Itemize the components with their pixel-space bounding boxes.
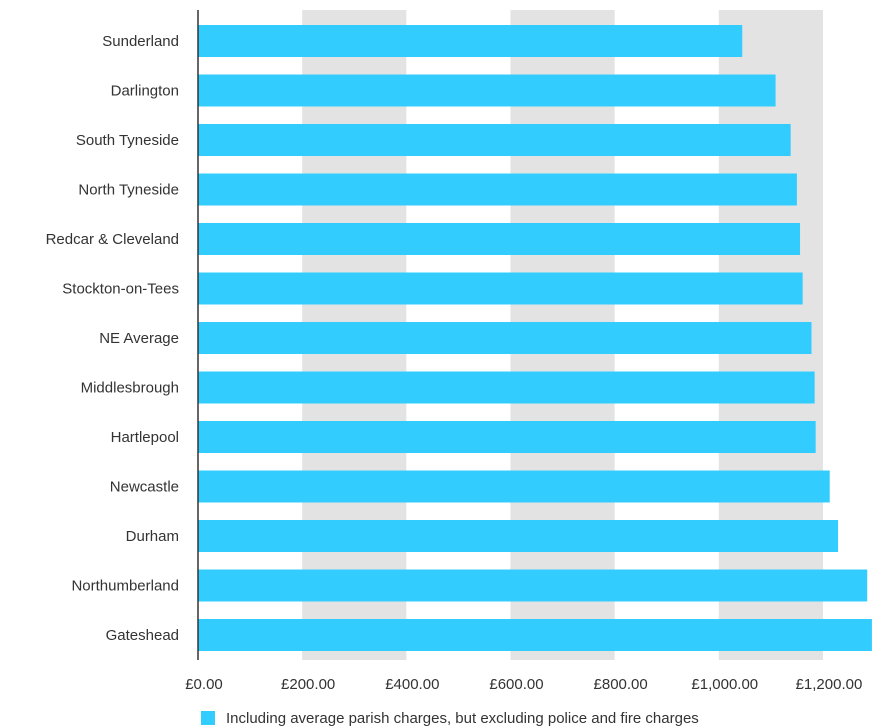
- bar: [198, 470, 830, 503]
- category-labels: Sunderland Darlington South Tyneside North …: [46, 33, 179, 644]
- bar: [198, 619, 872, 651]
- category-label: Middlesbrough: [81, 380, 179, 397]
- category-label: Northumberland: [71, 578, 179, 595]
- category-label: Gateshead: [106, 627, 179, 644]
- legend: Including average parish charges, but ex…: [201, 710, 699, 727]
- bar: [198, 223, 801, 255]
- bar: [198, 74, 776, 107]
- bar: [198, 421, 816, 453]
- x-tick-label: £1,000.00: [691, 676, 758, 693]
- bars: [198, 25, 872, 651]
- legend-label: Including average parish charges, but ex…: [226, 710, 699, 727]
- category-label: Stockton-on-Tees: [62, 281, 179, 298]
- x-tick-labels: £0.00 £200.00 £400.00 £600.00 £800.00 £1,000.…: [185, 676, 862, 693]
- bar: [198, 124, 791, 156]
- x-tick-label: £1,200.00: [796, 676, 863, 693]
- bar: [198, 569, 868, 602]
- category-label: Durham: [126, 528, 179, 545]
- x-tick-label: £600.00: [489, 676, 543, 693]
- x-tick-label: £200.00: [281, 676, 335, 693]
- bar: [198, 272, 803, 305]
- x-tick-label: £400.00: [385, 676, 439, 693]
- x-tick-label: £0.00: [185, 676, 223, 693]
- legend-swatch: [201, 711, 215, 725]
- category-label: Newcastle: [110, 479, 179, 496]
- bar: [198, 520, 839, 552]
- category-label: Hartlepool: [111, 429, 179, 446]
- category-label: South Tyneside: [76, 132, 179, 149]
- category-label: NE Average: [99, 330, 179, 347]
- bar: [198, 173, 797, 206]
- x-tick-label: £800.00: [594, 676, 648, 693]
- category-label: Darlington: [111, 83, 179, 100]
- bar: [198, 25, 743, 57]
- category-label: Sunderland: [102, 33, 179, 50]
- bar: [198, 371, 815, 404]
- category-label: North Tyneside: [78, 182, 179, 199]
- bar: [198, 322, 812, 354]
- category-label: Redcar & Cleveland: [46, 231, 179, 248]
